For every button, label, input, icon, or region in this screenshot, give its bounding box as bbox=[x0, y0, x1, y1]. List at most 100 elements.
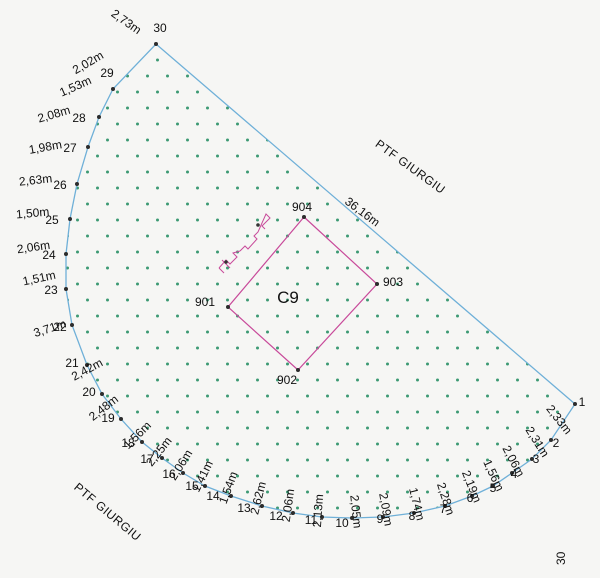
hatch-dot bbox=[476, 218, 479, 222]
hatch-dot bbox=[466, 74, 469, 78]
hatch-dot bbox=[566, 202, 569, 206]
vertex-label: 29 bbox=[100, 66, 114, 80]
hatch-dot bbox=[246, 170, 249, 174]
hatch-dot bbox=[146, 266, 149, 270]
hatch-dot bbox=[536, 506, 539, 510]
hatch-dot bbox=[316, 90, 319, 94]
hatch-dot bbox=[446, 170, 449, 174]
hatch-dot bbox=[586, 171, 589, 174]
hatch-dot bbox=[246, 458, 249, 462]
hatch-dot bbox=[386, 458, 389, 462]
hatch-dot bbox=[446, 523, 449, 526]
hatch-dot bbox=[546, 330, 549, 334]
vertex-label: 13 bbox=[237, 501, 251, 515]
hatch-dot bbox=[256, 410, 259, 414]
hatch-dot bbox=[216, 346, 219, 350]
hatch-dot bbox=[116, 282, 119, 286]
hatch-dot bbox=[356, 250, 359, 254]
hatch-dot bbox=[216, 378, 219, 382]
hatch-dot bbox=[336, 506, 339, 510]
hatch-dot bbox=[386, 266, 389, 270]
parcel-vertex bbox=[573, 402, 577, 406]
hatch-dot bbox=[276, 282, 279, 286]
hatch-dot bbox=[106, 202, 109, 206]
hatch-dot bbox=[516, 506, 519, 510]
hatch-dot bbox=[396, 378, 399, 382]
hatch-dot bbox=[296, 282, 299, 286]
hatch-dot bbox=[356, 314, 359, 318]
hatch-dot bbox=[66, 202, 69, 206]
hatch-dot bbox=[446, 490, 449, 494]
hatch-dot bbox=[546, 394, 549, 398]
hatch-dot bbox=[466, 330, 469, 334]
hatch-dot bbox=[546, 298, 549, 302]
hatch-dot bbox=[276, 122, 279, 126]
hatch-dot bbox=[256, 58, 259, 62]
hatch-dot bbox=[226, 138, 229, 142]
hatch-dot bbox=[426, 106, 429, 110]
hatch-dot bbox=[576, 251, 579, 254]
vertex-label: 21 bbox=[65, 356, 79, 370]
hatch-dot bbox=[176, 122, 179, 126]
hatch-dot bbox=[346, 330, 349, 334]
hatch-dot bbox=[426, 266, 429, 270]
hatch-dot bbox=[196, 474, 199, 478]
hatch-dot bbox=[216, 90, 219, 94]
building-corner bbox=[296, 368, 300, 372]
hatch-dot bbox=[416, 378, 419, 382]
hatch-dot bbox=[276, 314, 279, 318]
hatch-dot bbox=[66, 266, 69, 270]
hatch-dot bbox=[296, 186, 299, 190]
hatch-dot bbox=[486, 298, 489, 302]
hatch-dot bbox=[386, 170, 389, 174]
hatch-dot bbox=[206, 74, 209, 78]
hatch-dot bbox=[336, 474, 339, 478]
hatch-dot bbox=[576, 411, 579, 414]
hatch-dot bbox=[196, 346, 199, 350]
vertex-label: 12 bbox=[269, 509, 283, 523]
vertex-label: 9 bbox=[377, 512, 384, 526]
hatch-dot bbox=[76, 314, 79, 318]
hatch-dot bbox=[196, 506, 199, 510]
hatch-dot bbox=[306, 298, 309, 302]
hatch-dot bbox=[276, 58, 279, 62]
hatch-dot bbox=[436, 90, 439, 94]
hatch-dot bbox=[76, 474, 79, 478]
hatch-dot bbox=[156, 378, 159, 382]
hatch-dot bbox=[466, 523, 469, 526]
hatch-dot bbox=[436, 314, 439, 318]
hatch-dot bbox=[466, 298, 469, 302]
hatch-dot bbox=[236, 442, 239, 446]
building-corner bbox=[302, 215, 306, 219]
hatch-dot bbox=[156, 122, 159, 126]
hatch-dot bbox=[206, 330, 209, 334]
vertex-label: 2 bbox=[553, 436, 560, 450]
hatch-dot bbox=[486, 426, 489, 430]
hatch-dot bbox=[176, 410, 179, 414]
hatch-dot bbox=[276, 346, 279, 350]
hatch-dot bbox=[226, 362, 229, 366]
hatch-dot bbox=[186, 523, 189, 526]
hatch-dot bbox=[456, 410, 459, 414]
hatch-dot bbox=[146, 106, 149, 110]
hatch-dot bbox=[476, 378, 479, 382]
hatch-dot bbox=[336, 122, 339, 126]
hatch-dot bbox=[316, 218, 319, 222]
segment-length-label: 1,98m bbox=[28, 137, 63, 157]
hatch-dot bbox=[486, 106, 489, 110]
hatch-dot bbox=[526, 234, 529, 238]
hatch-dot bbox=[466, 490, 469, 494]
hatch-dot bbox=[106, 362, 109, 366]
building-labels: 904 903 902 901 bbox=[195, 200, 403, 387]
hatch-dot bbox=[346, 170, 349, 174]
hatch-dot bbox=[596, 59, 599, 62]
hatch-dot bbox=[496, 378, 499, 382]
hatch-dot bbox=[216, 122, 219, 126]
hatch-dot bbox=[356, 154, 359, 158]
segment-length-label: 3,71m bbox=[32, 316, 68, 340]
parcel-vertex bbox=[160, 456, 164, 460]
hatch-dot bbox=[186, 170, 189, 174]
hatch-dot bbox=[346, 394, 349, 398]
hatch-dot bbox=[406, 138, 409, 142]
hatch-dot bbox=[256, 282, 259, 286]
